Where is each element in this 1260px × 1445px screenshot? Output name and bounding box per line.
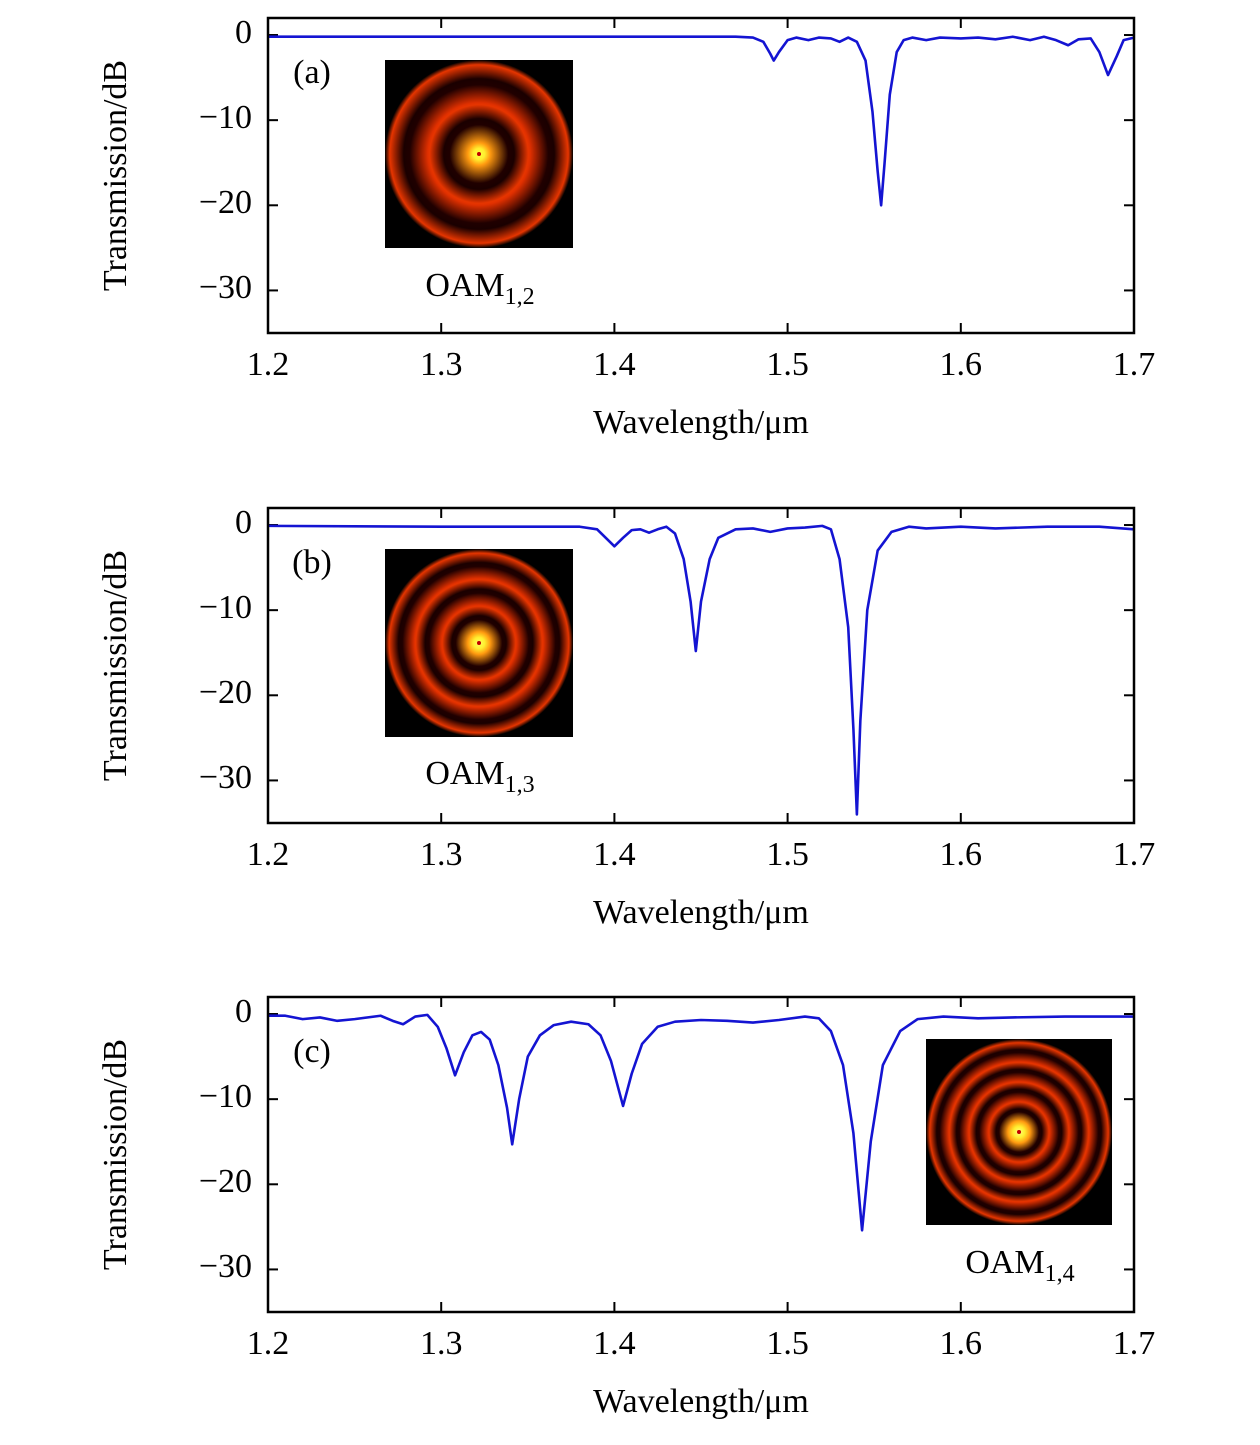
x-tick-label: 1.2 [247,1325,290,1362]
y-tick-label: −10 [199,589,252,626]
y-tick-label: −10 [199,99,252,136]
x-tick-label: 1.3 [420,346,463,383]
inset-label-text: OAM [425,755,504,792]
panel: −30 −20 −10 0 1.2 1.3 1.4 1.5 1.6 1.7 Wavelength/μ… [97,504,1155,931]
plot-frame [266,506,1136,825]
x-tick-label: 1.5 [766,836,809,873]
x-tick-label: 1.7 [1113,836,1156,873]
x-tick-label: 1.6 [940,1325,983,1362]
inset-label: OAM1,3 [425,755,534,798]
x-tick-label: 1.2 [247,836,290,873]
panel-label: (a) [293,54,331,91]
plot-frame [266,995,1136,1314]
panel: −30 −20 −10 0 1.2 1.3 1.4 1.5 1.6 1.7 Wavelength/μ… [97,993,1155,1420]
y-tick-label: −20 [199,1163,252,1200]
y-tick-label: −10 [199,1078,252,1115]
y-axis-label: Transmission/dB [97,60,134,291]
x-tick-label: 1.7 [1113,346,1156,383]
inset-label-text: OAM [965,1244,1044,1281]
x-tick-label: 1.3 [420,836,463,873]
x-tick-label: 1.3 [420,1325,463,1362]
y-axis-label: Transmission/dB [97,550,134,781]
y-tick-label: −30 [199,759,252,796]
x-axis-label: Wavelength/μm [593,404,809,441]
y-tick-label: 0 [235,504,252,541]
inset-image [477,641,481,645]
y-tick-label: −20 [199,184,252,221]
x-tick-label: 1.7 [1113,1325,1156,1362]
inset-image [477,152,481,156]
inset-image [1017,1130,1021,1134]
x-tick-label: 1.6 [940,836,983,873]
y-tick-label: 0 [235,14,252,51]
inset-label-subscript: 1,3 [505,772,535,798]
x-tick-label: 1.5 [766,346,809,383]
x-tick-label: 1.4 [593,1325,636,1362]
panel: −30 −20 −10 0 1.2 1.3 1.4 1.5 1.6 1.7 Wavelength/μ… [97,14,1155,441]
x-axis-label: Wavelength/μm [593,1383,809,1420]
inset-label-subscript: 1,4 [1045,1261,1075,1287]
x-tick-label: 1.4 [593,836,636,873]
inset-label: OAM1,2 [425,267,534,310]
series-line [268,35,1135,207]
y-tick-label: −30 [199,1248,252,1285]
x-tick-label: 1.4 [593,346,636,383]
panel-label: (c) [293,1033,331,1070]
inset-label-subscript: 1,2 [505,284,535,310]
y-tick-label: −20 [199,674,252,711]
x-tick-label: 1.6 [940,346,983,383]
series-line [268,1013,1134,1232]
inset-label-text: OAM [425,267,504,304]
y-tick-label: 0 [235,993,252,1030]
x-tick-label: 1.2 [247,346,290,383]
y-axis-label: Transmission/dB [97,1039,134,1270]
series-line [267,524,1135,816]
plot-frame [266,16,1136,335]
x-tick-label: 1.5 [766,1325,809,1362]
panel-label: (b) [292,544,332,581]
x-axis-label: Wavelength/μm [593,894,809,931]
inset-label: OAM1,4 [965,1244,1074,1287]
y-tick-label: −30 [199,269,252,306]
